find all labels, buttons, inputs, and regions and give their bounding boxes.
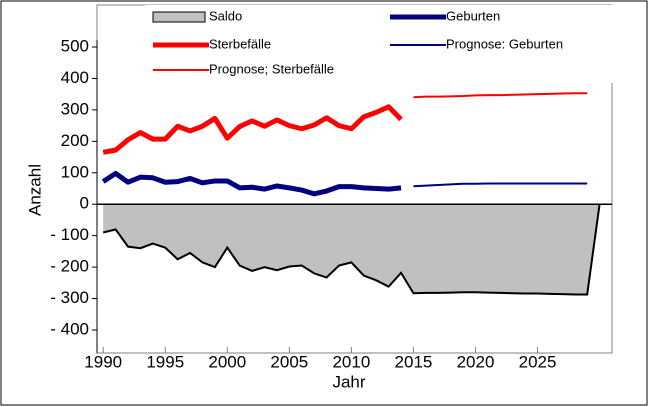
x-tick-label: 2005	[270, 352, 308, 371]
plot-area	[101, 92, 601, 296]
x-tick-label: 2000	[208, 352, 246, 371]
x-axis-label: Jahr	[332, 372, 365, 391]
legend-box	[145, 5, 615, 83]
legend-swatch	[152, 11, 206, 23]
area-outline	[102, 204, 601, 296]
y-tick-label: 500	[61, 36, 89, 55]
area	[103, 204, 600, 295]
x-tick-label: 2020	[457, 352, 495, 371]
x-tick-label: 1990	[84, 352, 122, 371]
y-tick-label: 400	[61, 68, 89, 87]
y-tick-label: - 100	[50, 225, 89, 244]
x-tick-label: 2015	[395, 352, 433, 371]
line	[413, 182, 588, 188]
y-tick-label: - 200	[50, 257, 89, 276]
legend-label: Prognose: Geburten	[446, 36, 563, 51]
legend-label: Sterbefälle	[209, 36, 271, 51]
line	[413, 92, 588, 99]
y-tick-label: 300	[61, 99, 89, 118]
axes: - 400 - 300 - 200 - 100 0 100 200 300 400 500 1990…	[50, 36, 612, 371]
y-tick-label: 100	[61, 162, 89, 181]
x-tick-label: 1995	[146, 352, 184, 371]
legend-label: Saldo	[209, 8, 242, 23]
x-tick-label: 2025	[519, 352, 557, 371]
y-tick-label: 200	[61, 131, 89, 150]
y-tick-label: - 400	[50, 319, 89, 338]
legend: Saldo Geburten Sterbefälle Prognose: Geburt…	[152, 8, 563, 76]
legend-label: Prognose; Sterbefälle	[209, 61, 334, 76]
line	[102, 104, 403, 155]
legend-label: Geburten	[446, 8, 500, 23]
y-axis-label: Anzahl	[25, 164, 44, 216]
y-tick-label: - 300	[50, 288, 89, 307]
line	[101, 170, 402, 197]
x-tick-label: 2010	[332, 352, 370, 371]
y-tick-label: 0	[80, 194, 89, 213]
